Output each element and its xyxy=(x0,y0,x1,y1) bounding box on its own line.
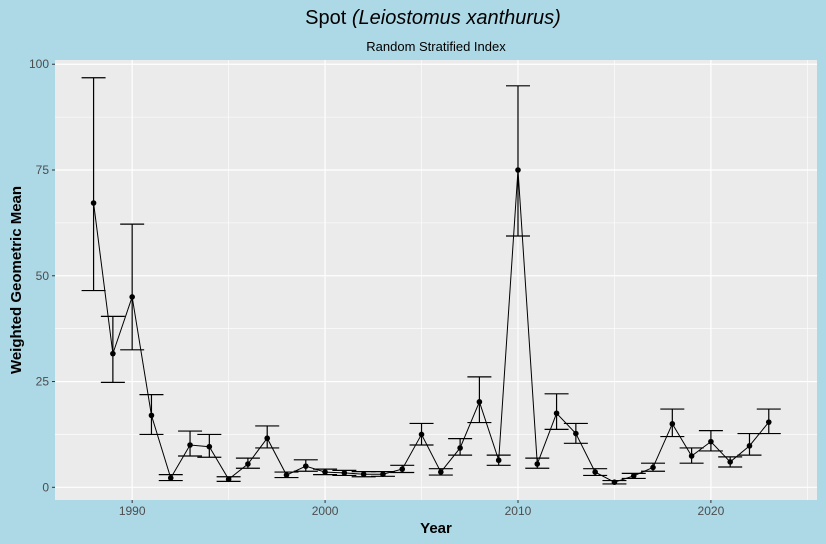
data-point xyxy=(302,463,309,469)
chart-title: Spot (Leiostomus xanthurus) xyxy=(305,7,561,29)
data-point xyxy=(495,457,502,464)
y-tick-label: 75 xyxy=(36,163,50,177)
chart-subtitle: Random Stratified Index xyxy=(366,39,506,54)
y-tick-label: 100 xyxy=(29,57,49,71)
data-point xyxy=(418,431,425,438)
data-point xyxy=(360,471,367,477)
data-point xyxy=(650,464,656,471)
data-point xyxy=(283,472,290,478)
data-point xyxy=(167,475,174,481)
data-point xyxy=(225,476,232,483)
data-point xyxy=(129,294,135,300)
y-tick-label: 25 xyxy=(36,375,50,389)
data-point xyxy=(515,167,521,173)
data-point xyxy=(708,438,714,445)
data-point xyxy=(341,470,348,476)
data-point xyxy=(322,469,328,475)
data-point xyxy=(669,421,676,427)
data-point xyxy=(245,461,251,467)
x-tick-label: 2020 xyxy=(698,504,725,518)
data-point xyxy=(148,412,155,419)
x-tick-label: 2000 xyxy=(312,504,339,518)
x-tick-label: 2010 xyxy=(505,504,532,518)
data-point xyxy=(592,469,598,475)
y-tick-label: 0 xyxy=(42,480,49,494)
data-point xyxy=(611,479,618,486)
data-point xyxy=(457,445,463,451)
data-point xyxy=(110,350,116,357)
data-point xyxy=(727,459,733,465)
x-axis-label: Year xyxy=(420,520,452,537)
y-tick-label: 50 xyxy=(36,269,50,283)
data-point xyxy=(573,430,579,437)
data-point xyxy=(438,469,444,475)
data-point xyxy=(534,461,541,467)
data-point xyxy=(688,453,695,459)
data-point xyxy=(476,399,483,405)
data-point xyxy=(765,419,772,425)
y-axis-label: Weighted Geometric Mean xyxy=(8,186,25,374)
data-point xyxy=(90,200,97,206)
x-tick-label: 1990 xyxy=(119,504,146,518)
data-point xyxy=(553,410,560,417)
data-point xyxy=(380,471,386,477)
data-point xyxy=(746,443,753,449)
plot-panel xyxy=(55,60,817,500)
data-point xyxy=(630,473,637,479)
data-point xyxy=(264,435,271,442)
series-line xyxy=(93,169,770,483)
data-point xyxy=(206,443,213,450)
data-point xyxy=(187,442,193,448)
data-point xyxy=(399,466,406,472)
